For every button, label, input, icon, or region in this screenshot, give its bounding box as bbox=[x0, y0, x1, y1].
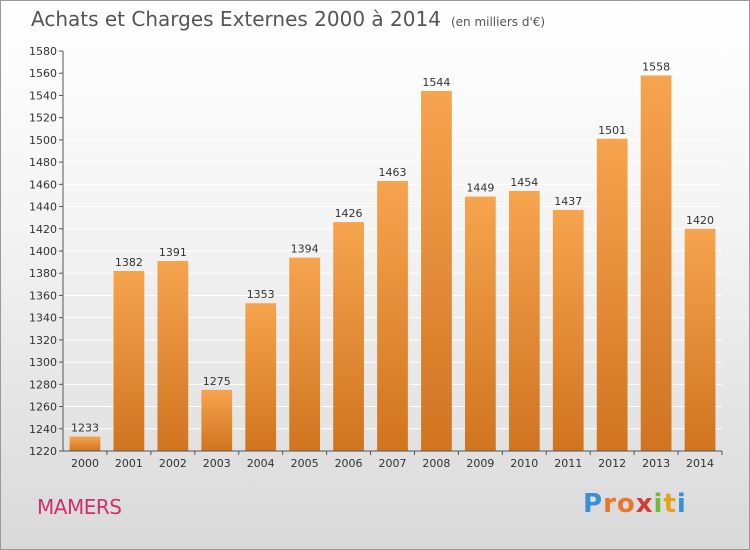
data-label-2003: 1275 bbox=[203, 375, 231, 388]
data-label-2004: 1353 bbox=[247, 288, 275, 301]
y-tick-label: 1240 bbox=[29, 423, 57, 436]
data-label-2011: 1437 bbox=[554, 195, 582, 208]
data-label-2013: 1558 bbox=[642, 60, 670, 73]
y-tick-label: 1580 bbox=[29, 45, 57, 58]
logo-letter: P bbox=[583, 489, 604, 519]
bar-2007 bbox=[377, 181, 408, 451]
y-tick-label: 1400 bbox=[29, 245, 57, 258]
bar-2014 bbox=[684, 228, 716, 451]
bar-2013 bbox=[640, 75, 672, 451]
x-tick-label-2002: 2002 bbox=[159, 457, 187, 470]
y-tick-label: 1460 bbox=[29, 178, 57, 191]
chart-subtitle: (en milliers d'€) bbox=[450, 15, 546, 29]
logo-letter: i bbox=[676, 489, 687, 519]
bar-2012 bbox=[596, 138, 628, 451]
y-tick-label: 1500 bbox=[29, 134, 57, 147]
bar-2005 bbox=[289, 257, 321, 451]
y-tick-label: 1320 bbox=[29, 334, 57, 347]
y-tick-label: 1440 bbox=[29, 201, 57, 214]
data-label-2002: 1391 bbox=[159, 246, 187, 259]
y-tick-label: 1480 bbox=[29, 156, 57, 169]
x-tick-label-2012: 2012 bbox=[598, 457, 626, 470]
bar-2001 bbox=[113, 271, 145, 451]
bar-2004 bbox=[245, 303, 277, 451]
data-label-2005: 1394 bbox=[291, 243, 319, 256]
logo-letter: t bbox=[663, 489, 677, 519]
y-tick-label: 1520 bbox=[29, 112, 57, 125]
city-name: MAMERS bbox=[37, 495, 122, 519]
bars: 1233 1382 1391 1275 1353 1394 1426 1463 1544 1449… bbox=[69, 60, 716, 451]
data-label-2008: 1544 bbox=[422, 76, 450, 89]
x-tick-label-2011: 2011 bbox=[554, 457, 582, 470]
y-tick-label: 1560 bbox=[29, 67, 57, 80]
data-label-2009: 1449 bbox=[466, 182, 494, 195]
x-tick-label-2010: 2010 bbox=[510, 457, 538, 470]
y-tick-label: 1300 bbox=[29, 356, 57, 369]
bar-2011 bbox=[552, 209, 584, 451]
x-tick-label-2006: 2006 bbox=[335, 457, 363, 470]
x-tick-label-2004: 2004 bbox=[247, 457, 275, 470]
y-tick-label: 1220 bbox=[29, 445, 57, 458]
bar-2006 bbox=[333, 222, 364, 451]
y-tick-label: 1280 bbox=[29, 378, 57, 391]
x-tick-label-2000: 2000 bbox=[71, 457, 99, 470]
y-tick-label: 1360 bbox=[29, 289, 57, 302]
data-label-2010: 1454 bbox=[510, 176, 538, 189]
logo-letter: x bbox=[635, 489, 654, 519]
logo-letter: r bbox=[603, 489, 617, 519]
y-tick-label: 1340 bbox=[29, 312, 57, 325]
data-label-2007: 1463 bbox=[379, 166, 407, 179]
data-label-2001: 1382 bbox=[115, 256, 143, 269]
data-label-2014: 1420 bbox=[686, 214, 714, 227]
proxiti-logo: Proxiti bbox=[583, 489, 687, 519]
data-label-2006: 1426 bbox=[335, 207, 363, 220]
bar-2002 bbox=[157, 261, 189, 451]
x-tick-label-2001: 2001 bbox=[115, 457, 143, 470]
x-tick-label-2003: 2003 bbox=[203, 457, 231, 470]
data-label-2000: 1233 bbox=[71, 422, 99, 435]
y-tick-label: 1260 bbox=[29, 401, 57, 414]
logo-letter: i bbox=[653, 489, 664, 519]
x-tick-label-2008: 2008 bbox=[422, 457, 450, 470]
x-tick-label-2009: 2009 bbox=[466, 457, 494, 470]
x-tick-label-2005: 2005 bbox=[291, 457, 319, 470]
bar-2008 bbox=[421, 91, 452, 451]
y-tick-label: 1420 bbox=[29, 223, 57, 236]
logo-letter: o bbox=[616, 489, 636, 519]
bar-2010 bbox=[508, 191, 540, 451]
x-tick-label-2007: 2007 bbox=[379, 457, 407, 470]
data-label-2012: 1501 bbox=[598, 124, 626, 137]
bar-2003 bbox=[201, 389, 233, 451]
title-row: Achats et Charges Externes 2000 à 2014 (e… bbox=[31, 7, 545, 31]
bar-2000 bbox=[69, 436, 101, 451]
y-tick-label: 1380 bbox=[29, 267, 57, 280]
axes: 1220 1240 1260 1280 1300 1320 1340 1360 1380 1400… bbox=[29, 45, 723, 470]
chart-title: Achats et Charges Externes 2000 à 2014 bbox=[31, 7, 441, 31]
bar-2009 bbox=[464, 196, 496, 451]
y-tick-label: 1540 bbox=[29, 89, 57, 102]
x-tick-label-2014: 2014 bbox=[686, 457, 714, 470]
x-tick-label-2013: 2013 bbox=[642, 457, 670, 470]
